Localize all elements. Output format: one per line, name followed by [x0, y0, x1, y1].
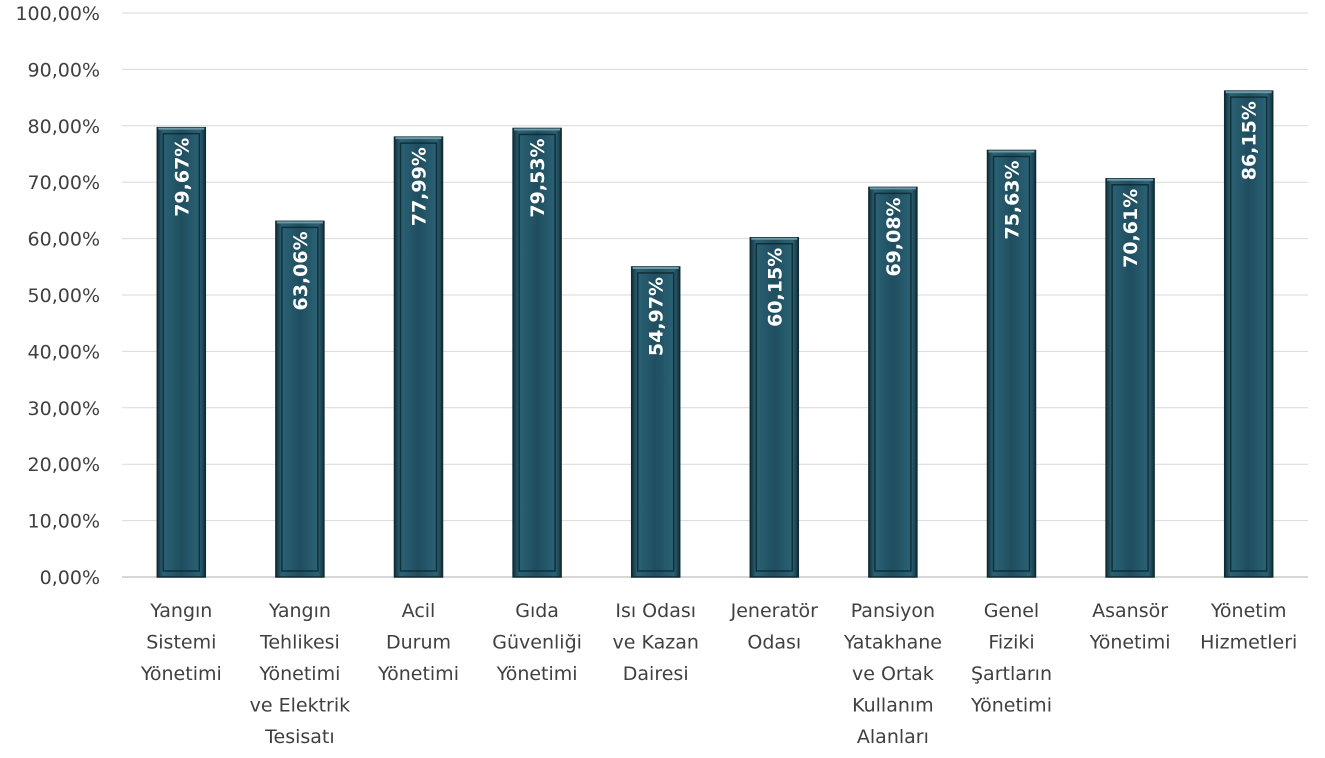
x-category-label: Acil Durum Yönetimi [377, 600, 459, 685]
bar-bevel [281, 226, 319, 572]
bar-bevel [162, 132, 201, 572]
data-label: 69,08% [883, 197, 905, 276]
bar-body [986, 149, 1037, 578]
x-category-label: Pansiyon Yatakhane ve Ortak Kullanım Alanlar… [843, 600, 942, 748]
bar [749, 237, 800, 578]
bar [156, 126, 207, 578]
y-tick-label: 30,00% [28, 398, 100, 420]
y-tick-label: 100,00% [15, 3, 100, 25]
bar-body [868, 186, 918, 578]
y-tick-label: 90,00% [28, 59, 100, 81]
y-tick-label: 50,00% [28, 285, 100, 307]
data-label: 54,97% [646, 277, 668, 356]
bar-body [512, 127, 562, 578]
x-category-label: Isı Odası ve Kazan Dairesi [612, 600, 698, 685]
y-tick-label: 60,00% [28, 229, 100, 251]
data-label: 60,15% [764, 248, 786, 327]
bar [1105, 178, 1155, 578]
x-category-label: Asansör Yönetimi [1089, 600, 1171, 654]
bar-bevel [1111, 184, 1149, 572]
bar [393, 136, 444, 578]
bar-bevel [518, 133, 556, 572]
bar-bevel [755, 243, 794, 572]
bar [868, 186, 918, 578]
bar-body [156, 126, 207, 578]
data-labels: 79,67% 63,06% 77,99% 79,53% 54,97% 60,15% 69,0… [171, 101, 1260, 356]
x-category-label: Yangın Tehlikesi Yönetimi ve Elektrik Tesisa… [250, 600, 351, 748]
data-label: 63,06% [290, 231, 312, 310]
data-label: 79,53% [527, 138, 549, 217]
bars [156, 90, 1274, 578]
x-category-label: Genel Fiziki Şartların Yönetimi [970, 600, 1052, 717]
bar-bevel [636, 272, 675, 572]
data-label: 77,99% [409, 147, 431, 226]
x-category-label: Yönetim Hizmetleri [1200, 600, 1297, 654]
bar [1223, 90, 1274, 578]
y-tick-label: 40,00% [28, 341, 100, 363]
bar-body [630, 266, 681, 578]
x-category-label: Yangın Sistemi Yönetimi [140, 600, 222, 685]
x-category-label: Gıda Güvenliği Yönetimi [492, 600, 582, 685]
bar-body [1223, 90, 1274, 578]
data-label: 86,15% [1239, 101, 1261, 180]
y-axis-tick-labels: 0,00% 10,00% 20,00% 30,00% 40,00% 50,00% 60,00… [15, 3, 100, 589]
bar [630, 266, 681, 578]
bar-bevel [874, 192, 912, 572]
bar-body [393, 136, 444, 578]
y-tick-label: 70,00% [28, 172, 100, 194]
y-tick-label: 20,00% [28, 454, 100, 476]
bar-bevel [399, 142, 438, 572]
bar [275, 220, 325, 578]
x-axis-category-labels: Yangın Sistemi Yönetimi Yangın Tehlikesi Yöne… [140, 600, 1298, 748]
data-label: 75,63% [1002, 160, 1024, 239]
y-tick-label: 10,00% [28, 511, 100, 533]
y-tick-label: 80,00% [28, 116, 100, 138]
x-category-label: Jeneratör Odası [730, 600, 819, 654]
bar-bevel [1229, 96, 1268, 572]
bar [512, 127, 562, 578]
bar-bevel [992, 155, 1031, 572]
y-tick-label: 0,00% [40, 567, 100, 589]
data-label: 70,61% [1120, 189, 1142, 268]
bar-body [749, 237, 800, 578]
data-label: 79,67% [171, 138, 193, 217]
bar [986, 149, 1037, 578]
